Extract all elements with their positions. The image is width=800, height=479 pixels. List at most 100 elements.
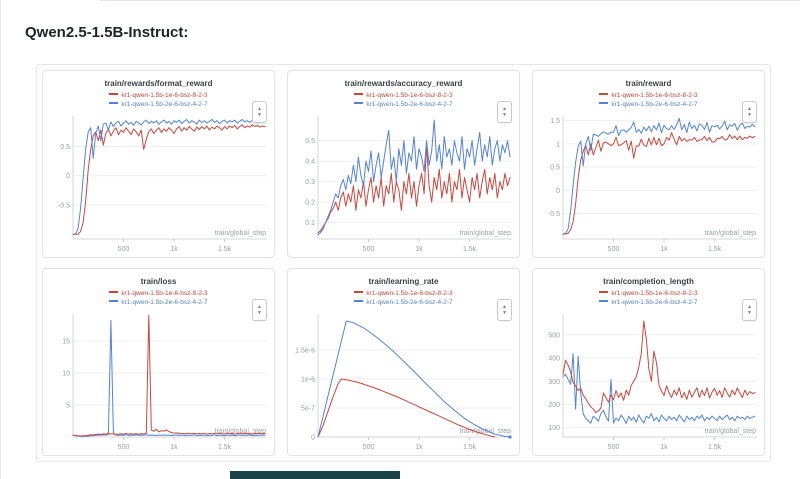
svg-text:0.5: 0.5 — [550, 165, 560, 172]
legend-item[interactable]: kr1-qwen-1.5b-1e-6-bsz-8-2-3 — [354, 91, 453, 100]
chart-plot[interactable]: 1.5e-6 1e-6 5e-7 0 500 1k 1.5k train/global_ste… — [288, 309, 519, 456]
svg-text:1k: 1k — [415, 246, 423, 253]
stepper-down-icon[interactable]: ▼ — [747, 112, 752, 118]
svg-text:500: 500 — [548, 332, 560, 339]
top-divider — [100, 0, 800, 1]
bottom-scrollbar-thumb[interactable] — [230, 471, 400, 479]
legend-dash-icon — [599, 93, 609, 95]
svg-text:train/global_step: train/global_step — [705, 230, 756, 237]
stepper-down-icon[interactable]: ▼ — [257, 310, 262, 316]
chart-plot[interactable]: 1.5 1 0.5 0 -0.5 500 1k 1.5k train/global_step — [533, 111, 764, 258]
svg-text:0.3: 0.3 — [305, 179, 315, 186]
legend-dash-icon — [354, 93, 364, 95]
stepper-up-icon[interactable]: ▲ — [502, 304, 507, 310]
svg-text:1.5k: 1.5k — [463, 246, 477, 253]
legend-item[interactable]: kr1-qwen-1.5b-1e-6-bsz-8-2-3 — [599, 91, 698, 100]
svg-text:1k: 1k — [660, 246, 668, 253]
legend-dash-icon — [109, 93, 119, 95]
panel-stepper[interactable]: ▲ ▼ — [497, 299, 512, 321]
legend-dash-icon — [109, 291, 119, 293]
panel-stepper[interactable]: ▲ ▼ — [497, 101, 512, 123]
svg-text:train/global_step: train/global_step — [215, 230, 266, 237]
svg-text:1: 1 — [556, 141, 560, 148]
svg-text:0: 0 — [556, 188, 560, 195]
series-line-red — [562, 320, 756, 414]
legend-label: kr1-qwen-1.5b-2e-6-bsz-4-2-7 — [366, 299, 453, 306]
chart-plot-container: 1.5e-6 1e-6 5e-7 0 500 1k 1.5k train/global_ste… — [288, 309, 519, 456]
legend-item[interactable]: kr1-qwen-1.5b-1e-6-bsz-8-2-3 — [109, 91, 208, 100]
chart-plot-container: 0.5 0.4 0.3 0.2 0.1 500 1k 1.5k train/global_ste… — [288, 111, 519, 258]
svg-text:5: 5 — [66, 402, 70, 409]
legend-item[interactable]: kr1-qwen-1.5b-2e-6-bsz-4-2-7 — [109, 298, 208, 307]
svg-text:200: 200 — [548, 402, 560, 409]
svg-text:100: 100 — [548, 425, 560, 432]
stepper-up-icon[interactable]: ▲ — [257, 106, 262, 112]
chart-plot-container: 1.5 1 0.5 0 -0.5 500 1k 1.5k train/global_step — [533, 111, 764, 258]
series-line-blue — [562, 117, 756, 235]
svg-text:1e-6: 1e-6 — [301, 376, 315, 383]
legend-dash-icon — [599, 291, 609, 293]
stepper-up-icon[interactable]: ▲ — [257, 304, 262, 310]
legend-item[interactable]: kr1-qwen-1.5b-2e-6-bsz-4-2-7 — [109, 100, 208, 109]
stepper-down-icon[interactable]: ▼ — [502, 310, 507, 316]
legend-dash-icon — [599, 300, 609, 302]
svg-text:400: 400 — [548, 356, 560, 363]
stepper-down-icon[interactable]: ▼ — [502, 112, 507, 118]
svg-text:-0.5: -0.5 — [58, 203, 70, 210]
panel-stepper[interactable]: ▲ ▼ — [742, 299, 757, 321]
legend-label: kr1-qwen-1.5b-2e-6-bsz-4-2-7 — [121, 299, 208, 306]
chart-legend: kr1-qwen-1.5b-1e-6-bsz-8-2-3 kr1-qwen-1.5… — [43, 91, 274, 109]
legend-item[interactable]: kr1-qwen-1.5b-1e-6-bsz-8-2-3 — [109, 289, 208, 298]
svg-text:0.5: 0.5 — [305, 138, 315, 145]
legend-dash-icon — [599, 102, 609, 104]
svg-text:0: 0 — [311, 435, 315, 442]
legend-label: kr1-qwen-1.5b-2e-6-bsz-4-2-7 — [611, 101, 698, 108]
series-line-red — [317, 378, 496, 438]
legend-item[interactable]: kr1-qwen-1.5b-2e-6-bsz-4-2-7 — [354, 298, 453, 307]
legend-item[interactable]: kr1-qwen-1.5b-2e-6-bsz-4-2-7 — [599, 298, 698, 307]
svg-text:10: 10 — [62, 370, 70, 377]
svg-text:5e-7: 5e-7 — [301, 405, 315, 412]
series-line-blue — [317, 119, 511, 236]
legend-dash-icon — [354, 291, 364, 293]
stepper-down-icon[interactable]: ▼ — [257, 112, 262, 118]
chart-legend: kr1-qwen-1.5b-1e-6-bsz-8-2-3 kr1-qwen-1.5… — [533, 289, 764, 307]
legend-item[interactable]: kr1-qwen-1.5b-1e-6-bsz-8-2-3 — [354, 289, 453, 298]
series-line-blue — [72, 319, 266, 437]
legend-item[interactable]: kr1-qwen-1.5b-2e-6-bsz-4-2-7 — [354, 100, 453, 109]
chart-plot[interactable]: 15 10 5 500 1k 1.5k train/global_step — [43, 309, 274, 456]
legend-item[interactable]: kr1-qwen-1.5b-1e-6-bsz-8-2-3 — [599, 289, 698, 298]
panel-stepper[interactable]: ▲ ▼ — [252, 299, 267, 321]
legend-label: kr1-qwen-1.5b-1e-6-bsz-8-2-3 — [121, 92, 208, 99]
panel-stepper[interactable]: ▲ ▼ — [742, 101, 757, 123]
legend-label: kr1-qwen-1.5b-1e-6-bsz-8-2-3 — [366, 290, 453, 297]
chart-plot[interactable]: 0.5 0 -0.5 500 1k 1.5k train/global_step — [43, 111, 274, 258]
svg-text:1.5k: 1.5k — [218, 444, 232, 451]
stepper-up-icon[interactable]: ▲ — [747, 304, 752, 310]
stepper-down-icon[interactable]: ▼ — [747, 310, 752, 316]
svg-text:1.5k: 1.5k — [708, 444, 722, 451]
chart-plot[interactable]: 0.5 0.4 0.3 0.2 0.1 500 1k 1.5k train/global_ste… — [288, 111, 519, 258]
chart-card: train/reward kr1-qwen-1.5b-1e-6-bsz-8-2-… — [532, 70, 765, 258]
series-line-red — [317, 144, 511, 234]
svg-text:train/global_step: train/global_step — [215, 428, 266, 435]
legend-dash-icon — [109, 102, 119, 104]
charts-panel: train/rewards/format_reward kr1-qwen-1.5… — [36, 64, 771, 462]
chart-title: train/reward — [625, 79, 672, 88]
svg-text:-0.5: -0.5 — [548, 211, 560, 218]
svg-text:500: 500 — [363, 444, 375, 451]
svg-text:1.5k: 1.5k — [708, 246, 722, 253]
series-line-blue — [562, 353, 756, 424]
stepper-up-icon[interactable]: ▲ — [502, 106, 507, 112]
panel-stepper[interactable]: ▲ ▼ — [252, 101, 267, 123]
legend-label: kr1-qwen-1.5b-2e-6-bsz-4-2-7 — [611, 299, 698, 306]
left-divider — [0, 0, 1, 479]
legend-label: kr1-qwen-1.5b-1e-6-bsz-8-2-3 — [366, 92, 453, 99]
stepper-up-icon[interactable]: ▲ — [747, 106, 752, 112]
chart-plot-container: 0.5 0 -0.5 500 1k 1.5k train/global_step — [43, 111, 274, 258]
legend-item[interactable]: kr1-qwen-1.5b-2e-6-bsz-4-2-7 — [599, 100, 698, 109]
chart-plot[interactable]: 500 400 300 200 100 500 1k 1.5k train/global_ste… — [533, 309, 764, 456]
chart-title: train/completion_length — [603, 277, 694, 286]
svg-text:0: 0 — [66, 173, 70, 180]
